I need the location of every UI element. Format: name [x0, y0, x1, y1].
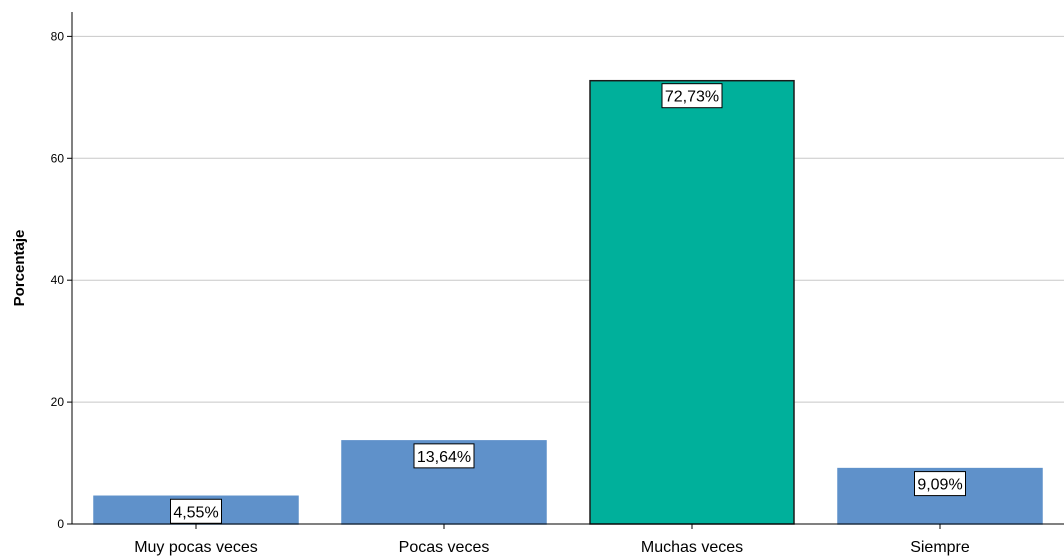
- x-tick-label: Siempre: [910, 539, 970, 556]
- x-tick-label: Pocas veces: [399, 539, 490, 556]
- x-tick-label: Muy pocas veces: [134, 539, 258, 556]
- bars: [93, 79, 1043, 525]
- y-tick-label: 80: [51, 29, 65, 43]
- y-tick-label: 40: [51, 273, 65, 287]
- y-tick-label: 0: [57, 517, 64, 531]
- data-label-box: [413, 443, 475, 469]
- y-ticks: 0 20 40 60 80: [51, 29, 72, 531]
- y-axis-label: Porcentaje: [11, 230, 28, 307]
- y-tick-label: 60: [51, 151, 65, 165]
- gridlines: [72, 35, 1064, 403]
- data-labels: 4,55% 13,64% 72,73% 9,09%: [170, 83, 966, 524]
- data-label-box: [661, 83, 723, 109]
- y-tick-label: 20: [51, 395, 65, 409]
- data-label: 4,55%: [173, 504, 218, 521]
- bar: [589, 79, 795, 525]
- data-label: 13,64%: [417, 449, 471, 466]
- data-label: 9,09%: [917, 477, 962, 494]
- x-tick-label: Muchas veces: [641, 539, 743, 556]
- data-label-box: [170, 498, 222, 524]
- data-label: 72,73%: [665, 89, 719, 106]
- axes: [71, 12, 1064, 525]
- data-label-box: [914, 471, 966, 497]
- x-tick-labels: Muy pocas veces Pocas veces Muchas veces Si…: [134, 524, 970, 556]
